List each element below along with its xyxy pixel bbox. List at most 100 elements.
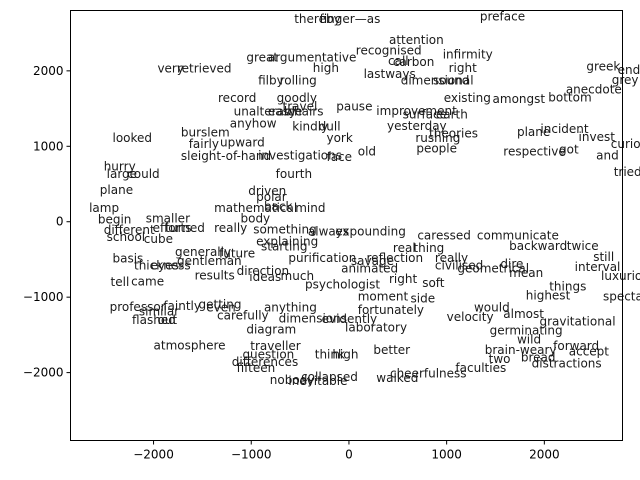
word-point: results xyxy=(195,268,235,282)
word-point: dimensional xyxy=(401,74,474,88)
word-point: ideas xyxy=(249,270,281,284)
word-point: purification xyxy=(288,251,356,265)
word-point: investigations xyxy=(258,148,342,162)
word-point: evidently xyxy=(322,312,378,326)
word-point: argumentative xyxy=(268,50,357,64)
word-point: greek xyxy=(586,59,620,73)
word-point: lastways xyxy=(364,67,416,81)
word-point: travel xyxy=(283,99,318,113)
word-point: really xyxy=(435,251,468,265)
word-point: people xyxy=(416,142,457,156)
word-point: recognised xyxy=(356,43,422,57)
word-point: high xyxy=(332,348,358,362)
word-point: faculties xyxy=(455,361,506,375)
word-point: fairly xyxy=(189,137,219,151)
word-point: respective xyxy=(503,145,565,159)
word-point: animated xyxy=(341,262,398,276)
word-point: fourth xyxy=(276,167,312,181)
word-point: different xyxy=(104,223,155,237)
word-point: curious xyxy=(611,137,640,151)
word-point: real xyxy=(393,241,416,255)
word-point: hurry xyxy=(104,160,136,174)
word-point: kindly xyxy=(292,120,328,134)
word-point: plane xyxy=(517,125,550,139)
word-point: rushing xyxy=(415,131,460,145)
word-point: highest xyxy=(526,289,571,303)
word-point: inevitable xyxy=(288,374,347,388)
word-point: out xyxy=(157,313,177,327)
word-point: amongst xyxy=(493,92,546,106)
word-point: question xyxy=(242,348,294,362)
y-tick-label: 0 xyxy=(56,215,64,229)
word-point: psychologist xyxy=(305,277,380,291)
y-tick-label: −2000 xyxy=(23,366,64,380)
word-point: caressed xyxy=(417,228,471,242)
word-point: chairs xyxy=(287,105,323,119)
word-point: right xyxy=(449,61,477,75)
x-tick-label: 1000 xyxy=(431,448,462,462)
word-point: soft xyxy=(422,276,445,290)
word-point: anything xyxy=(264,301,317,315)
word-point: wild xyxy=(517,332,541,346)
plot-frame xyxy=(70,10,623,441)
word-point: could xyxy=(127,167,160,181)
word-point: tell xyxy=(111,275,130,289)
word-point: yesterday xyxy=(387,119,447,133)
word-point: side xyxy=(410,292,435,306)
word-point: filby xyxy=(258,74,284,88)
word-point: back xyxy=(264,200,293,214)
word-point: efforts xyxy=(153,221,192,235)
x-tick-label: 2000 xyxy=(529,448,560,462)
word-point: sleight-of-hand xyxy=(181,149,271,163)
word-point: polar xyxy=(256,190,287,204)
word-point: fifteen xyxy=(237,361,276,375)
word-point: distractions xyxy=(532,357,602,371)
word-point: anecdote xyxy=(566,83,622,97)
word-point: easy xyxy=(268,105,296,119)
word-point: anyhow xyxy=(230,117,277,131)
word-point: brain-weary xyxy=(485,343,557,357)
word-point: unalterable xyxy=(234,105,303,119)
x-tick-label: 0 xyxy=(345,448,353,462)
word-point: thickness xyxy=(134,258,191,272)
word-point: high xyxy=(313,61,339,75)
word-point: smaller xyxy=(146,212,190,226)
word-point: great xyxy=(246,50,278,64)
word-point: right xyxy=(389,272,417,286)
word-point: very xyxy=(157,62,184,76)
word-point: came xyxy=(131,274,164,288)
word-point: civilised xyxy=(435,258,483,272)
word-point: much xyxy=(281,269,315,283)
word-point: almost xyxy=(503,307,544,321)
word-point: dimensions xyxy=(279,311,347,325)
word-point: walked xyxy=(376,371,418,385)
word-point: better xyxy=(373,343,410,357)
y-tick-label: 2000 xyxy=(33,64,64,78)
word-point: finger—as xyxy=(320,12,381,26)
word-point: diagram xyxy=(246,323,296,337)
y-tick-label: 1000 xyxy=(33,139,64,153)
word-point: laboratory xyxy=(345,320,407,334)
word-point: preface xyxy=(480,10,525,24)
word-point: expounding xyxy=(335,225,406,239)
word-point: theories xyxy=(429,126,478,140)
word-point: always xyxy=(308,225,349,239)
word-point: spectacular xyxy=(603,289,640,303)
word-point: geometrical xyxy=(457,262,529,276)
word-point: direction xyxy=(237,264,290,278)
word-point: got xyxy=(559,142,579,156)
word-point: forward xyxy=(553,339,599,353)
word-point: really xyxy=(214,221,247,235)
x-tick-label: −1000 xyxy=(231,448,272,462)
word-point: flashed xyxy=(132,313,176,327)
word-point: lamp xyxy=(89,201,119,215)
word-point: driven xyxy=(248,184,286,198)
word-point: carefully xyxy=(217,308,269,322)
word-point: and xyxy=(596,148,619,162)
word-point: bread xyxy=(521,351,556,365)
word-point: nobody xyxy=(270,373,315,387)
x-tick-label: −2000 xyxy=(133,448,174,462)
word-point: interval xyxy=(575,260,621,274)
word-point: old xyxy=(358,145,376,159)
